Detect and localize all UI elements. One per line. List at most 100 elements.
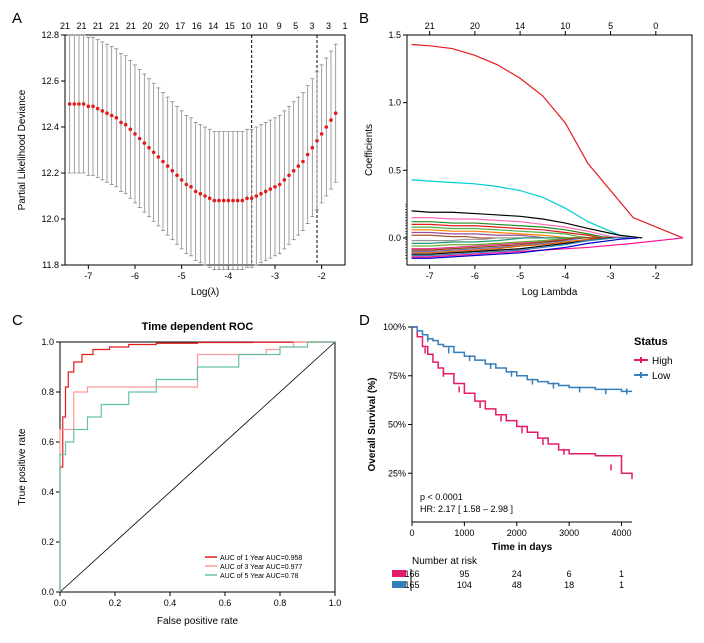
svg-text:1.0: 1.0 xyxy=(41,337,54,347)
svg-text:104: 104 xyxy=(457,580,472,590)
svg-text:21: 21 xyxy=(60,21,70,31)
panel-a-label: A xyxy=(12,10,22,27)
svg-text:100%: 100% xyxy=(383,322,406,332)
svg-text:AUC of 3 Year AUC=0.977: AUC of 3 Year AUC=0.977 xyxy=(220,564,302,571)
svg-text:0.4: 0.4 xyxy=(164,598,177,608)
svg-text:Log(λ): Log(λ) xyxy=(191,287,219,298)
svg-text:0.4: 0.4 xyxy=(41,487,54,497)
svg-text:3: 3 xyxy=(310,21,315,31)
svg-text:-5: -5 xyxy=(178,271,186,281)
svg-text:20: 20 xyxy=(470,21,480,31)
lasso-deviance-plot: 11.812.012.212.412.612.8-7-6-5-4-3-22121… xyxy=(10,10,355,305)
svg-text:50%: 50% xyxy=(388,420,406,430)
svg-text:1.0: 1.0 xyxy=(329,598,342,608)
panel-d-label: D xyxy=(359,312,370,329)
svg-text:-4: -4 xyxy=(224,271,232,281)
svg-text:5: 5 xyxy=(608,21,613,31)
svg-text:Partial Likelihood Deviance: Partial Likelihood Deviance xyxy=(17,89,28,210)
svg-text:16: 16 xyxy=(192,21,202,31)
svg-text:Overall Survival (%): Overall Survival (%) xyxy=(367,378,378,472)
svg-text:Number at risk: Number at risk xyxy=(412,556,478,567)
svg-text:20: 20 xyxy=(159,21,169,31)
svg-text:21: 21 xyxy=(109,21,119,31)
svg-text:2000: 2000 xyxy=(507,528,527,538)
svg-text:High: High xyxy=(652,356,673,367)
svg-text:Time dependent ROC: Time dependent ROC xyxy=(142,321,254,333)
svg-text:4000: 4000 xyxy=(612,528,632,538)
svg-text:Status: Status xyxy=(634,336,668,348)
panel-a: A 11.812.012.212.412.612.8-7-6-5-4-3-221… xyxy=(10,10,355,310)
svg-text:12.0: 12.0 xyxy=(41,214,59,224)
svg-text:0.2: 0.2 xyxy=(41,537,54,547)
svg-text:AUC of 1 Year AUC=0.958: AUC of 1 Year AUC=0.958 xyxy=(220,555,302,562)
svg-text:17: 17 xyxy=(175,21,185,31)
svg-text:1.5: 1.5 xyxy=(388,30,401,40)
svg-text:21: 21 xyxy=(93,21,103,31)
svg-text:True positive rate: True positive rate xyxy=(17,428,28,505)
svg-text:12.2: 12.2 xyxy=(41,168,59,178)
svg-text:12.8: 12.8 xyxy=(41,30,59,40)
panel-d: D 25% 50% 75% 100% 0 1000 2000 3000 4000 Time in … xyxy=(357,312,702,632)
svg-text:12.4: 12.4 xyxy=(41,122,59,132)
svg-text:25%: 25% xyxy=(388,468,406,478)
svg-text:AUC of 5 Year AUC=0.78: AUC of 5 Year AUC=0.78 xyxy=(220,573,299,580)
svg-text:95: 95 xyxy=(459,569,469,579)
svg-text:1.0: 1.0 xyxy=(388,98,401,108)
panel-c-label: C xyxy=(12,312,23,329)
svg-text:-7: -7 xyxy=(84,271,92,281)
svg-text:0.0: 0.0 xyxy=(41,587,54,597)
svg-text:Coefficients: Coefficients xyxy=(364,124,375,176)
svg-text:-2: -2 xyxy=(318,271,326,281)
svg-text:18: 18 xyxy=(564,580,574,590)
svg-text:3: 3 xyxy=(326,21,331,31)
svg-text:0: 0 xyxy=(653,21,658,31)
panel-c: C Time dependent ROC 0.00.0 0.2 0.2 0.4 0.4 0.… xyxy=(10,312,355,632)
svg-text:0.5: 0.5 xyxy=(388,165,401,175)
svg-text:-7: -7 xyxy=(426,271,434,281)
svg-text:-6: -6 xyxy=(131,271,139,281)
svg-text:0.2: 0.2 xyxy=(109,598,122,608)
svg-text:-5: -5 xyxy=(516,271,524,281)
svg-text:14: 14 xyxy=(515,21,525,31)
svg-text:14: 14 xyxy=(208,21,218,31)
svg-text:21: 21 xyxy=(76,21,86,31)
svg-text:75%: 75% xyxy=(388,371,406,381)
svg-text:9: 9 xyxy=(277,21,282,31)
svg-text:-4: -4 xyxy=(561,271,569,281)
svg-text:10: 10 xyxy=(258,21,268,31)
svg-text:21: 21 xyxy=(126,21,136,31)
panel-b: B 0.00.51.01.5-7-6-5-4-3-22120141050Log … xyxy=(357,10,702,310)
svg-text:11.8: 11.8 xyxy=(42,260,59,270)
svg-text:10: 10 xyxy=(241,21,251,31)
svg-text:3000: 3000 xyxy=(559,528,579,538)
lasso-coef-plot: 0.00.51.01.5-7-6-5-4-3-22120141050Log La… xyxy=(357,10,702,305)
svg-text:6: 6 xyxy=(567,569,572,579)
svg-text:21: 21 xyxy=(425,21,435,31)
svg-text:15: 15 xyxy=(225,21,235,31)
svg-text:Low: Low xyxy=(652,371,671,382)
svg-text:0.6: 0.6 xyxy=(41,437,54,447)
svg-text:1000: 1000 xyxy=(454,528,474,538)
svg-text:-2: -2 xyxy=(652,271,660,281)
svg-text:5: 5 xyxy=(293,21,298,31)
svg-text:1: 1 xyxy=(619,569,624,579)
svg-text:Log Lambda: Log Lambda xyxy=(522,287,578,298)
svg-text:Time in days: Time in days xyxy=(492,542,553,553)
svg-text:165: 165 xyxy=(404,580,419,590)
svg-text:p < 0.0001: p < 0.0001 xyxy=(420,492,463,502)
svg-text:20: 20 xyxy=(142,21,152,31)
svg-text:1: 1 xyxy=(619,580,624,590)
roc-plot: Time dependent ROC 0.00.0 0.2 0.2 0.4 0.4 0.6 0… xyxy=(10,312,350,632)
svg-text:-3: -3 xyxy=(271,271,279,281)
svg-text:0.8: 0.8 xyxy=(41,387,54,397)
svg-text:166: 166 xyxy=(404,569,419,579)
svg-text:0.0: 0.0 xyxy=(388,233,401,243)
svg-text:0: 0 xyxy=(409,528,414,538)
panel-b-label: B xyxy=(359,10,369,27)
svg-text:10: 10 xyxy=(560,21,570,31)
svg-text:48: 48 xyxy=(512,580,522,590)
km-plot: 25% 50% 75% 100% 0 1000 2000 3000 4000 Time in da… xyxy=(357,312,702,632)
svg-text:0.6: 0.6 xyxy=(219,598,232,608)
svg-text:0.0: 0.0 xyxy=(54,598,67,608)
svg-text:1: 1 xyxy=(342,21,347,31)
